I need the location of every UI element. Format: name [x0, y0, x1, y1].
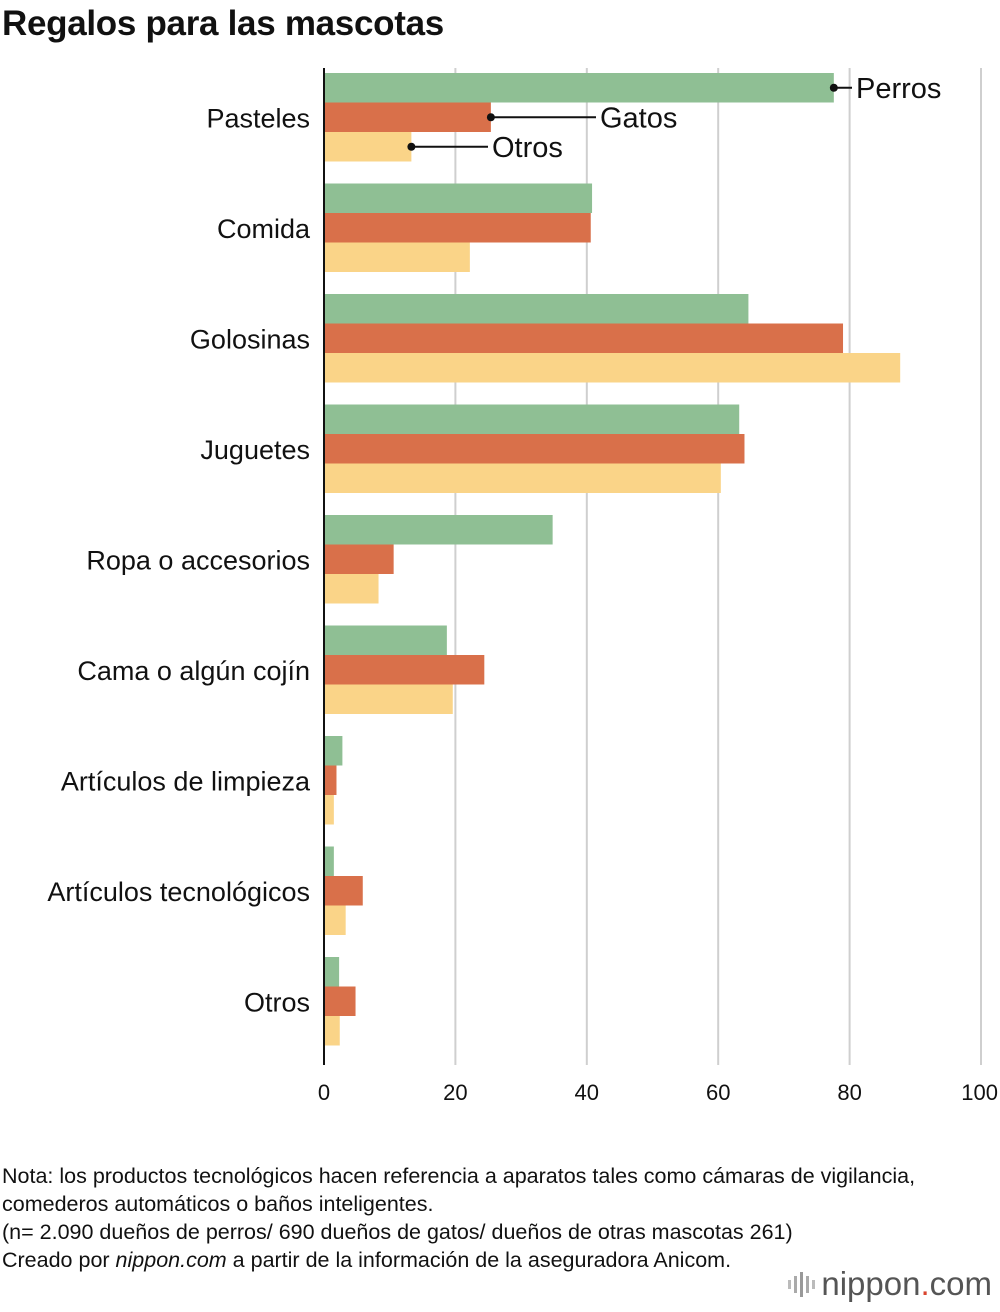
legend: Perros Gatos Otros: [407, 73, 941, 164]
logo-name: nippon: [821, 1265, 921, 1302]
category-label-articulos-de-limpieza: Artículos de limpieza: [61, 766, 311, 796]
category-label-ropa-o-accesorios: Ropa o accesorios: [86, 545, 310, 575]
legend-label-otros: Otros: [492, 132, 563, 164]
bar-gatos-otros: [324, 986, 356, 1016]
bar-otros-articulos-de-limpieza: [324, 795, 334, 825]
source-site: nippon.com: [115, 1248, 227, 1272]
x-tick-80: 80: [837, 1080, 861, 1105]
category-label-juguetes: Juguetes: [200, 435, 310, 465]
footnotes: Nota: los productos tecnológicos hacen r…: [2, 1162, 992, 1274]
bar-gatos-articulos-de-limpieza: [324, 765, 337, 795]
bar-otros-juguetes: [324, 463, 721, 493]
bar-chart: Pasteles Comida Golosinas Juguetes Ropa o ac…: [47, 68, 998, 1105]
bar-gatos-golosinas: [324, 323, 844, 353]
category-labels: Pasteles Comida Golosinas Juguetes Ropa o ac…: [47, 103, 311, 1017]
bar-gatos-pasteles: [324, 102, 491, 132]
bar-otros-articulos-tecnologicos: [324, 905, 346, 935]
bar-perros-juguetes: [324, 404, 740, 434]
bar-otros-comida: [324, 242, 470, 272]
bar-perros-pasteles: [324, 73, 834, 103]
chart-title: Regalos para las mascotas: [2, 4, 444, 43]
bar-perros-golosinas: [324, 294, 749, 324]
bar-otros-ropa-o-accesorios: [324, 574, 379, 604]
nippon-logo: nippon.com: [787, 1265, 992, 1303]
logo-bars-icon: [788, 1272, 816, 1297]
bar-otros-otros: [324, 1016, 340, 1046]
bars: [324, 73, 901, 1046]
x-tick-20: 20: [443, 1080, 467, 1105]
bar-gatos-articulos-tecnologicos: [324, 876, 363, 906]
bar-otros-golosinas: [324, 353, 901, 383]
x-tick-40: 40: [575, 1080, 599, 1105]
x-tick-100: 100: [961, 1080, 998, 1105]
category-label-articulos-tecnologicos: Artículos tecnológicos: [47, 877, 310, 907]
bar-perros-otros: [324, 957, 340, 987]
category-label-otros: Otros: [244, 987, 310, 1017]
bar-perros-articulos-de-limpieza: [324, 736, 343, 766]
category-label-golosinas: Golosinas: [190, 324, 310, 354]
bar-perros-articulos-tecnologicos: [324, 846, 334, 876]
legend-label-perros: Perros: [856, 73, 941, 105]
bar-gatos-comida: [324, 213, 591, 243]
bar-gatos-juguetes: [324, 434, 745, 464]
bar-perros-ropa-o-accesorios: [324, 515, 553, 545]
note-text: Nota: los productos tecnológicos hacen r…: [2, 1164, 916, 1216]
x-tick-labels: 0 20 40 60 80 100: [318, 1080, 998, 1105]
bar-otros-pasteles: [324, 132, 412, 162]
category-label-pasteles: Pasteles: [206, 103, 310, 133]
bar-perros-comida: [324, 183, 593, 213]
bar-gatos-cama-o-algun-cojin: [324, 655, 485, 685]
logo-suffix: com: [929, 1265, 992, 1302]
category-label-cama-o-algun-cojin: Cama o algún cojín: [77, 656, 310, 686]
logo-dot: .: [920, 1265, 930, 1302]
source-text: Creado por nippon.com a partir de la inf…: [2, 1248, 732, 1272]
x-tick-60: 60: [706, 1080, 730, 1105]
sample-size-text: (n= 2.090 dueños de perros/ 690 dueños d…: [2, 1220, 793, 1244]
legend-label-gatos: Gatos: [600, 102, 677, 134]
x-tick-0: 0: [318, 1080, 330, 1105]
bar-perros-cama-o-algun-cojin: [324, 625, 447, 655]
bar-gatos-ropa-o-accesorios: [324, 544, 394, 574]
bar-otros-cama-o-algun-cojin: [324, 684, 453, 714]
category-label-comida: Comida: [217, 214, 311, 244]
